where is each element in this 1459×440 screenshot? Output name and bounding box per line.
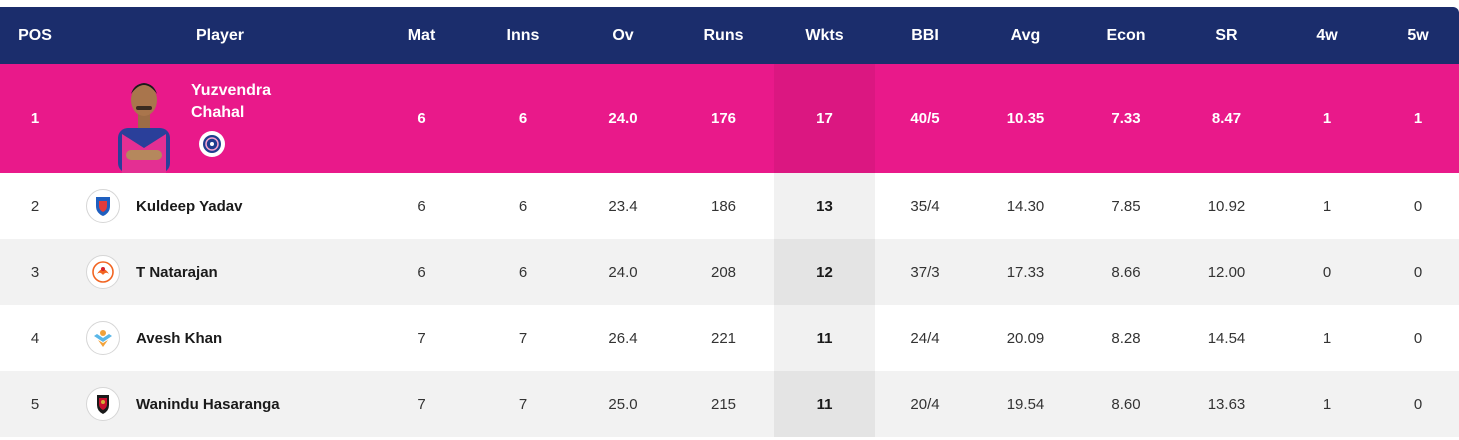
inns-cell: 7: [518, 329, 528, 347]
player-cell[interactable]: T Natarajan: [70, 239, 370, 305]
runs-cell: 208: [710, 263, 737, 281]
econ-cell: 8.28: [1111, 329, 1141, 347]
player-photo: [118, 83, 170, 173]
ov-cell: 25.0: [608, 395, 638, 413]
4w-cell: 1: [1322, 395, 1332, 413]
col-header-econ[interactable]: Econ: [1106, 26, 1146, 44]
wkts-cell: 17: [774, 64, 875, 173]
player-last-name: Chahal: [191, 104, 245, 121]
player-cell[interactable]: Avesh Khan: [70, 305, 370, 371]
wkts-cell: 11: [774, 371, 875, 437]
col-header-avg[interactable]: Avg: [1010, 26, 1041, 44]
ov-cell: 23.4: [608, 197, 638, 215]
player-cell[interactable]: Wanindu Hasaranga: [70, 371, 370, 437]
team-logo-icon: [86, 255, 120, 289]
player-cell[interactable]: Kuldeep Yadav: [70, 173, 370, 239]
pos-cell: 3: [30, 263, 40, 281]
player-name[interactable]: Wanindu Hasaranga: [136, 395, 280, 413]
avg-cell: 14.30: [1006, 197, 1045, 215]
runs-cell: 221: [710, 329, 737, 347]
inns-cell: 7: [518, 395, 528, 413]
team-logo-icon: [86, 387, 120, 421]
wkts-cell: 11: [774, 305, 875, 371]
team-logo-icon: [86, 321, 120, 355]
mat-cell: 7: [417, 395, 426, 413]
pos-cell: 1: [30, 110, 40, 127]
4w-cell: 0: [1322, 263, 1332, 281]
table-row[interactable]: 4 Avesh Khan 7 7 26.4 221 11 24/4 20.09 …: [0, 305, 1459, 371]
player-name[interactable]: Avesh Khan: [136, 329, 223, 347]
5w-cell: 0: [1413, 197, 1423, 215]
team-logo-icon: [86, 189, 120, 223]
5w-cell: 0: [1413, 329, 1423, 347]
bbi-cell: 35/4: [910, 197, 940, 215]
avg-cell: 17.33: [1006, 263, 1045, 281]
purple-cap-table: POS Player Mat Inns Ov Runs Wkts BBI Avg…: [0, 7, 1459, 437]
avg-cell: 10.35: [1006, 110, 1045, 127]
4w-cell: 1: [1322, 110, 1332, 127]
runs-cell: 215: [710, 395, 737, 413]
ov-cell: 26.4: [608, 329, 638, 347]
col-header-wkts[interactable]: Wkts: [805, 26, 844, 44]
inns-cell: 6: [518, 110, 528, 127]
player-name[interactable]: T Natarajan: [136, 263, 218, 281]
pos-cell: 5: [30, 395, 40, 413]
ov-cell: 24.0: [608, 263, 638, 281]
table-row[interactable]: 2 Kuldeep Yadav 6 6 23.4 186 13 35/4 14.…: [0, 173, 1459, 239]
player-first-name: Yuzvendra: [191, 82, 272, 99]
sr-cell: 8.47: [1211, 110, 1242, 127]
runs-cell: 186: [710, 197, 737, 215]
5w-cell: 1: [1413, 110, 1423, 127]
wkts-cell: 12: [774, 239, 875, 305]
player-name[interactable]: Kuldeep Yadav: [136, 197, 243, 215]
econ-cell: 7.33: [1111, 110, 1141, 127]
leader-row[interactable]: 1 Yuzvendra Chahal: [0, 64, 1459, 173]
mat-cell: 6: [417, 263, 426, 281]
bbi-cell: 40/5: [910, 110, 940, 127]
sr-cell: 14.54: [1207, 329, 1246, 347]
col-header-runs[interactable]: Runs: [703, 26, 744, 44]
pos-cell: 2: [30, 197, 40, 215]
table-header: POS Player Mat Inns Ov Runs Wkts BBI Avg…: [0, 7, 1459, 64]
inns-cell: 6: [518, 197, 528, 215]
col-header-player[interactable]: Player: [195, 26, 245, 44]
bbi-cell: 20/4: [910, 395, 940, 413]
table-row[interactable]: 5 Wanindu Hasaranga 7 7 25.0 215 11 20/4…: [0, 371, 1459, 437]
econ-cell: 8.60: [1111, 395, 1141, 413]
player-name[interactable]: Yuzvendra Chahal: [191, 80, 301, 124]
econ-cell: 8.66: [1111, 263, 1141, 281]
col-header-sr[interactable]: SR: [1215, 26, 1238, 44]
4w-cell: 1: [1322, 329, 1332, 347]
ov-cell: 24.0: [608, 110, 638, 127]
col-header-ov[interactable]: Ov: [612, 26, 634, 44]
team-logo-icon: [199, 131, 225, 157]
4w-cell: 1: [1322, 197, 1332, 215]
bbi-cell: 24/4: [910, 329, 940, 347]
sr-cell: 12.00: [1207, 263, 1246, 281]
mat-cell: 6: [417, 197, 426, 215]
mat-cell: 6: [417, 110, 426, 127]
inns-cell: 6: [518, 263, 528, 281]
col-header-mat[interactable]: Mat: [407, 26, 436, 44]
pos-cell: 4: [30, 329, 40, 347]
col-header-4w[interactable]: 4w: [1316, 26, 1338, 44]
sr-cell: 10.92: [1207, 197, 1246, 215]
5w-cell: 0: [1413, 395, 1423, 413]
mat-cell: 7: [417, 329, 426, 347]
col-header-bbi[interactable]: BBI: [911, 26, 939, 44]
table-row[interactable]: 3 T Natarajan 6 6 24.0 208 12 37/3 17.33…: [0, 239, 1459, 305]
econ-cell: 7.85: [1111, 197, 1141, 215]
player-cell[interactable]: Yuzvendra Chahal: [70, 64, 370, 173]
runs-cell: 176: [710, 110, 737, 127]
avg-cell: 20.09: [1006, 329, 1045, 347]
col-header-5w[interactable]: 5w: [1407, 26, 1429, 44]
col-header-pos[interactable]: POS: [18, 26, 52, 44]
avg-cell: 19.54: [1006, 395, 1045, 413]
5w-cell: 0: [1413, 263, 1423, 281]
bbi-cell: 37/3: [910, 263, 940, 281]
wkts-cell: 13: [774, 173, 875, 239]
sr-cell: 13.63: [1207, 395, 1246, 413]
col-header-inns[interactable]: Inns: [506, 26, 540, 44]
